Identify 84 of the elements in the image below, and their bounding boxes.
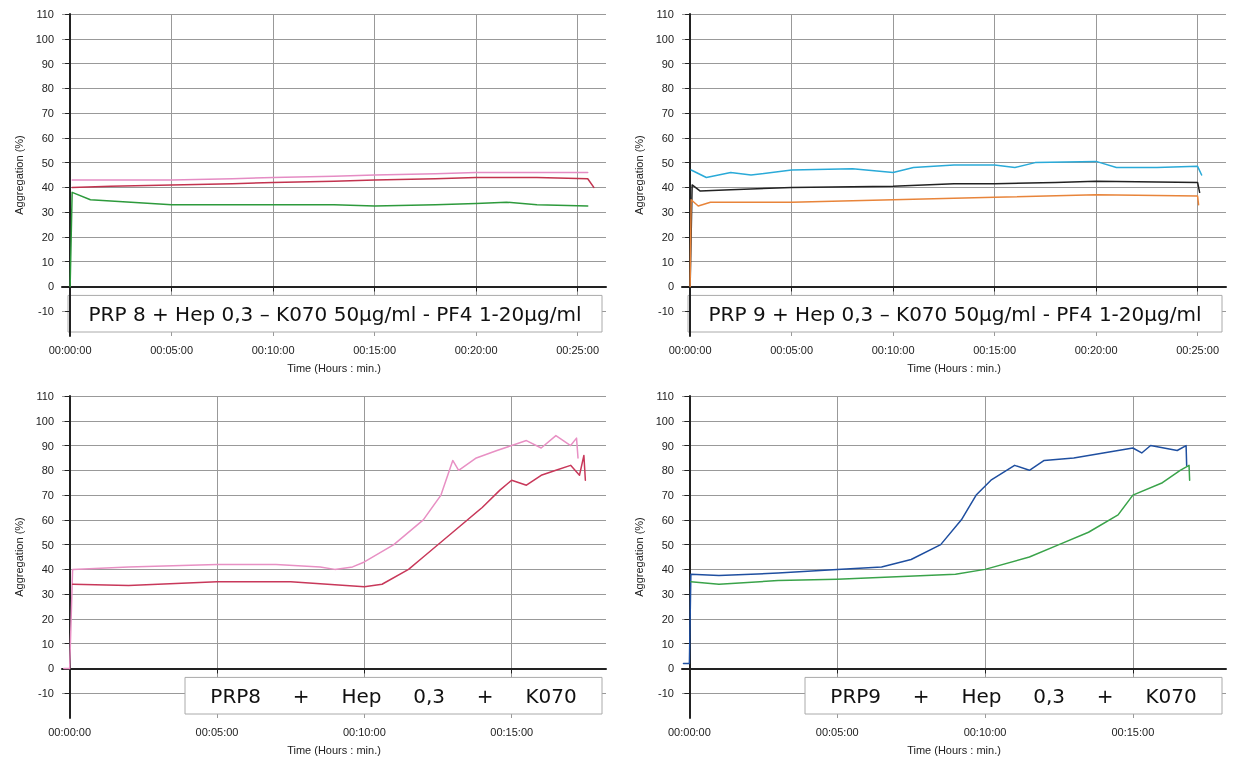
y-tick-label: 0 [667, 280, 674, 293]
annotation: PRP 8 + Hep 0,3 – K070 50µg/ml - PF4 1-20µg/ml [88, 301, 582, 326]
y-tick-label: 20 [661, 612, 674, 625]
y-axis-title: Aggregation (%) [632, 135, 645, 215]
y-tick-label: 70 [41, 107, 54, 120]
x-tick-label: 00:10:00 [251, 343, 295, 356]
x-axis-title: Time (Hours : min.) [907, 361, 1001, 374]
annotation: PRP 9 + Hep 0,3 – K070 50µg/ml - PF4 1-20µg/ml [708, 301, 1202, 326]
y-tick-label: 100 [655, 414, 674, 427]
y-tick-label: 90 [661, 439, 674, 452]
y-tick-label: -10 [658, 687, 674, 700]
y-tick-label: 10 [661, 255, 674, 268]
x-tick-label: 00:15:00 [353, 343, 397, 356]
x-tick-label: 00:05:00 [195, 725, 239, 738]
y-axis-title: Aggregation (%) [632, 517, 645, 597]
x-tick-label: 00:15:00 [490, 725, 534, 738]
y-tick-label: 40 [661, 181, 674, 194]
x-tick-label: 00:25:00 [556, 343, 599, 356]
y-tick-label: 60 [41, 513, 54, 526]
y-tick-label: 100 [655, 32, 674, 45]
y-tick-label: 90 [661, 57, 674, 70]
y-tick-label: 30 [41, 206, 54, 219]
y-tick-label: 40 [661, 563, 674, 576]
x-tick-label: 00:00:00 [668, 343, 712, 356]
y-tick-label: 40 [41, 563, 54, 576]
x-axis-title: Time (Hours : min.) [287, 361, 381, 374]
y-tick-label: 60 [661, 513, 674, 526]
x-tick-label: 00:00:00 [48, 343, 92, 356]
x-tick-label: 00:15:00 [1111, 725, 1155, 738]
y-tick-label: 80 [661, 82, 674, 95]
annotation: PRP8 + Hep 0,3 + K070 [210, 683, 577, 708]
y-tick-label: 40 [41, 181, 54, 194]
y-tick-label: 80 [661, 464, 674, 477]
y-tick-label: 70 [661, 107, 674, 120]
y-tick-label: 50 [41, 156, 54, 169]
y-tick-label: -10 [38, 687, 54, 700]
y-tick-label: -10 [658, 305, 674, 318]
y-tick-label: 10 [661, 637, 674, 650]
y-tick-label: 30 [41, 588, 54, 601]
x-tick-label: 00:15:00 [973, 343, 1017, 356]
x-tick-label: 00:00:00 [48, 725, 92, 738]
x-tick-label: 00:05:00 [815, 725, 859, 738]
y-tick-label: 50 [41, 538, 54, 551]
x-tick-label: 00:10:00 [871, 343, 915, 356]
x-tick-label: 00:10:00 [963, 725, 1007, 738]
y-tick-label: 0 [47, 280, 54, 293]
x-tick-label: 00:10:00 [342, 725, 386, 738]
y-tick-label: 30 [661, 588, 674, 601]
y-tick-label: 110 [656, 8, 674, 20]
y-tick-label: 80 [41, 82, 54, 95]
y-tick-label: 70 [41, 489, 54, 502]
x-tick-label: 00:20:00 [454, 343, 498, 356]
y-tick-label: 90 [41, 439, 54, 452]
y-tick-label: 20 [41, 612, 54, 625]
y-tick-label: 20 [41, 230, 54, 243]
y-tick-label: 0 [667, 662, 674, 675]
x-axis-title: Time (Hours : min.) [287, 743, 381, 756]
y-axis-title: Aggregation (%) [12, 517, 25, 597]
x-tick-label: 00:05:00 [150, 343, 194, 356]
y-tick-label: 60 [661, 131, 674, 144]
y-tick-label: 110 [656, 390, 674, 402]
y-tick-label: 0 [47, 662, 54, 675]
y-tick-label: 110 [36, 8, 54, 20]
y-tick-label: 10 [41, 255, 54, 268]
annotation: PRP9 + Hep 0,3 + K070 [830, 683, 1197, 708]
y-tick-label: 20 [661, 230, 674, 243]
y-tick-label: 100 [35, 32, 54, 45]
y-tick-label: 50 [661, 538, 674, 551]
y-tick-label: 110 [36, 390, 54, 402]
y-tick-label: 10 [41, 637, 54, 650]
y-tick-label: 70 [661, 489, 674, 502]
x-tick-label: 00:00:00 [667, 725, 711, 738]
y-tick-label: 50 [661, 156, 674, 169]
y-tick-label: 30 [661, 206, 674, 219]
y-tick-label: 60 [41, 131, 54, 144]
y-tick-label: -10 [38, 305, 54, 318]
x-tick-label: 00:05:00 [770, 343, 814, 356]
y-tick-label: 100 [35, 414, 54, 427]
x-tick-label: 00:20:00 [1074, 343, 1118, 356]
y-tick-label: 80 [41, 464, 54, 477]
y-axis-title: Aggregation (%) [12, 135, 25, 215]
x-axis-title: Time (Hours : min.) [907, 743, 1001, 756]
y-tick-label: 90 [41, 57, 54, 70]
x-tick-label: 00:25:00 [1176, 343, 1219, 356]
